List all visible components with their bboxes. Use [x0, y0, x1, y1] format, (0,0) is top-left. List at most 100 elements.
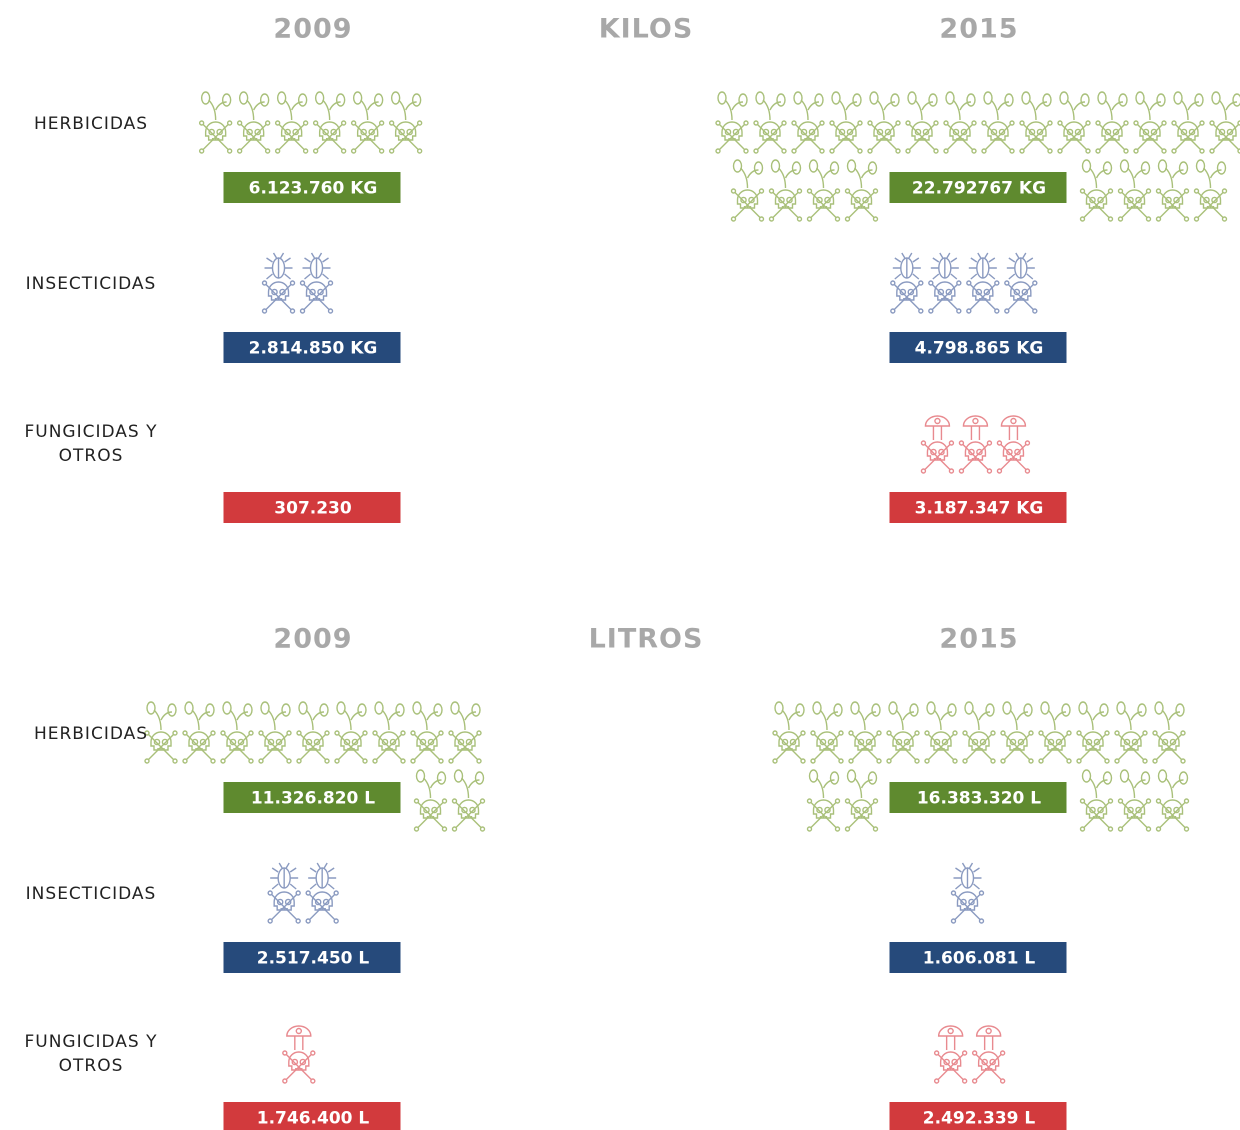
value-box [889, 942, 1067, 973]
icon [238, 92, 270, 153]
icon [344, 863, 376, 923]
icon [963, 702, 995, 763]
value-label: 307.230 [274, 499, 352, 519]
icon [1096, 92, 1128, 153]
value-box [889, 782, 1067, 813]
icon [973, 1026, 1005, 1083]
icon [373, 702, 405, 763]
icon [276, 92, 308, 153]
pictogram [283, 1026, 353, 1083]
value-box [223, 782, 401, 813]
icon [449, 702, 481, 763]
icon [200, 92, 232, 153]
value-label: 2.492.339 L [923, 1109, 1036, 1129]
pictogram [310, 416, 342, 473]
pictogram [921, 416, 1067, 473]
icon [453, 770, 485, 831]
icon [183, 702, 215, 763]
icon [773, 702, 805, 763]
icon [811, 702, 843, 763]
icon [1011, 1026, 1043, 1083]
icon [891, 253, 923, 313]
year-header: 2009 [273, 624, 352, 655]
icon [321, 1026, 353, 1083]
value-label: 2.517.450 L [257, 949, 370, 969]
icon [390, 92, 422, 153]
category-label: INSECTICIDAS [25, 274, 157, 294]
year-header: 2015 [939, 14, 1018, 45]
icon [906, 92, 938, 153]
icon [314, 92, 346, 153]
year-header: 2009 [273, 14, 352, 45]
value-box [223, 172, 401, 203]
value-label: 2.814.850 KG [249, 339, 378, 359]
icon [1195, 770, 1227, 831]
icon [1134, 92, 1166, 153]
icon [1115, 702, 1147, 763]
icon [1020, 92, 1052, 153]
pictogram [263, 253, 371, 313]
icon [921, 416, 953, 473]
icon [846, 160, 878, 221]
unit-title: KILOS [599, 14, 694, 45]
icon [263, 253, 295, 313]
icon [808, 770, 840, 831]
icon [1157, 770, 1189, 831]
unit-title: LITROS [589, 624, 704, 655]
icon [1035, 416, 1067, 473]
icon [868, 92, 900, 153]
icon [959, 416, 991, 473]
category-label: FUNGICIDAS Y OTROS [24, 422, 158, 466]
value-label: 16.383.320 L [917, 789, 1041, 809]
value-label: 6.123.760 KG [249, 179, 378, 199]
icon [1233, 160, 1240, 221]
icon [428, 92, 460, 153]
icon [982, 92, 1014, 153]
pictogram [891, 253, 1075, 313]
pictogram [200, 92, 460, 153]
icon [951, 863, 983, 923]
value-box [889, 332, 1067, 363]
icon [268, 863, 300, 923]
icon [1005, 253, 1037, 313]
icon [259, 702, 291, 763]
icon [887, 702, 919, 763]
icon [808, 160, 840, 221]
pictogram [951, 863, 1021, 923]
category-label: HERBICIDAS [33, 114, 149, 134]
icon [792, 92, 824, 153]
pictogram [935, 1026, 1043, 1083]
icon [944, 92, 976, 153]
category-label: INSECTICIDAS [25, 884, 157, 904]
category-label: FUNGICIDAS Y OTROS [24, 1032, 158, 1076]
icon [306, 863, 338, 923]
icon [352, 92, 384, 153]
icon [1153, 702, 1185, 763]
value-box [223, 942, 401, 973]
value-label: 11.326.820 L [251, 789, 375, 809]
icon [491, 770, 523, 831]
icon [716, 92, 748, 153]
icon [283, 1026, 315, 1083]
value-label: 1.746.400 L [257, 1109, 370, 1129]
value-label: 3.187.347 KG [915, 499, 1044, 519]
icon [1119, 770, 1151, 831]
icon [335, 702, 367, 763]
icon [849, 702, 881, 763]
icon [1172, 92, 1204, 153]
value-box [223, 492, 401, 523]
icon [1081, 160, 1113, 221]
value-box [223, 1102, 401, 1130]
icon [929, 253, 961, 313]
icon [770, 160, 802, 221]
pictogram [268, 863, 376, 923]
value-label: 22.792767 KG [912, 179, 1046, 199]
value-label: 4.798.865 KG [915, 339, 1044, 359]
icon [830, 92, 862, 153]
icon [846, 770, 878, 831]
icon [1001, 702, 1033, 763]
icon [221, 702, 253, 763]
value-box [889, 492, 1067, 523]
icon [967, 253, 999, 313]
